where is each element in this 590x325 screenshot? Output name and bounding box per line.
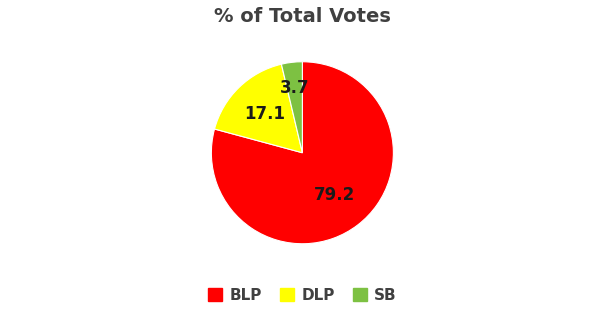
Text: 17.1: 17.1 xyxy=(244,105,285,123)
Title: % of Total Votes: % of Total Votes xyxy=(214,7,391,26)
Wedge shape xyxy=(211,62,394,244)
Legend: BLP, DLP, SB: BLP, DLP, SB xyxy=(202,282,403,309)
Text: 79.2: 79.2 xyxy=(314,186,355,204)
Wedge shape xyxy=(281,62,303,153)
Wedge shape xyxy=(215,64,302,153)
Text: 3.7: 3.7 xyxy=(280,79,310,97)
